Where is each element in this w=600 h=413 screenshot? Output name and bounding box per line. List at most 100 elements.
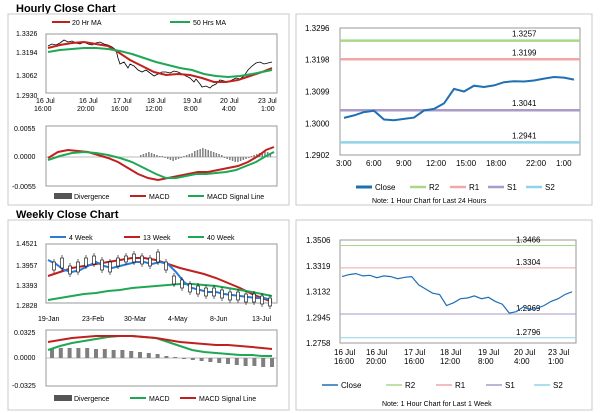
hourly-macd-chart: 0.0055 0.0000 -0.0055 Divergence MACD MA… [12, 125, 278, 201]
x-tick: 18 Jul [147, 98, 166, 105]
legend-r1: R1 [469, 183, 480, 192]
divergence-bar [204, 149, 207, 157]
weekly-note: Note: 1 Hour Chart for Last 1 Week [382, 401, 492, 408]
y-tick: -0.0325 [12, 383, 36, 390]
divergence-bar [253, 155, 255, 157]
y-tick: 1.4521 [16, 241, 38, 248]
candle-body [244, 293, 248, 303]
y-tick: 0.0000 [14, 154, 36, 161]
divergence-bar [250, 156, 253, 157]
divergence-bar [190, 358, 195, 360]
x-tick: 9:00 [396, 159, 412, 168]
divergence-bar [180, 157, 182, 158]
x-tick: 12:00 [440, 357, 461, 366]
x-tick: 15:00 [456, 159, 477, 168]
candle-body [124, 255, 128, 263]
y-tick: 1.3062 [16, 73, 38, 80]
divergence-bar [148, 152, 150, 157]
weekly-price-plot-area [45, 243, 278, 304]
divergence-bar [248, 157, 250, 158]
x-tick: 12:00 [145, 106, 163, 113]
divergence-bar [212, 152, 215, 157]
legend-4-week: 4 Week [69, 235, 93, 242]
divergence-bar [218, 154, 220, 157]
divergence-bar [226, 358, 230, 364]
candle-body [172, 275, 176, 285]
divergence-bar [183, 156, 185, 157]
hourly-frame-right [295, 13, 593, 206]
y-tick: 1.2945 [306, 313, 331, 322]
hourly-close-series-line [343, 75, 575, 122]
divergence-bar [256, 154, 258, 157]
candle-body [180, 279, 184, 289]
divergence-bar [191, 153, 193, 157]
divergence-bar [208, 358, 213, 362]
divergence-bar [264, 151, 266, 157]
x-tick: 8:00 [478, 357, 494, 366]
divergence-bar [261, 152, 263, 157]
divergence-bar [239, 157, 242, 161]
divergence-bar [269, 153, 272, 157]
y-tick: 0.0000 [14, 355, 36, 362]
legend-close: Close [341, 381, 362, 390]
legend-r1: R1 [455, 381, 466, 390]
divergence-bar [270, 358, 274, 367]
candle-body [148, 257, 152, 267]
hourly-section-title: Hourly Close Chart [16, 3, 116, 15]
legend-swatch-divergence [54, 395, 72, 401]
x-tick: 1:00 [556, 159, 572, 168]
weekly-macd-divergence-bars [50, 348, 274, 367]
legend-r2: R2 [405, 381, 416, 390]
candle-body [196, 285, 200, 295]
candle-body [188, 283, 192, 293]
divergence-bar [164, 356, 169, 358]
level-label-s2: 1.2796 [516, 328, 541, 337]
x-tick: 30-Mar [124, 316, 147, 323]
divergence-bar [182, 358, 186, 359]
x-tick: 19 Jul [478, 348, 500, 357]
divergence-bar [140, 155, 142, 157]
hourly-note: Note: 1 Hour Chart for Last 24 Hours [372, 198, 487, 205]
candle-body [220, 289, 224, 299]
x-tick: 1:00 [548, 357, 564, 366]
x-tick: 4:00 [222, 106, 236, 113]
divergence-bar [102, 349, 107, 358]
divergence-bar [261, 358, 266, 367]
x-tick: 16 Jul [79, 98, 98, 105]
legend-s2: S2 [553, 381, 563, 390]
legend-divergence: Divergence [74, 194, 110, 201]
x-tick: 16:00 [111, 106, 129, 113]
level-label-r2: 1.3466 [516, 236, 541, 245]
level-label-s1: 1.3041 [512, 99, 537, 108]
divergence-bar [196, 150, 199, 157]
divergence-bar [76, 348, 81, 358]
divergence-bar [188, 154, 191, 157]
weekly-4week-ma-line [47, 259, 273, 301]
x-tick: 18 Jul [440, 348, 462, 357]
y-tick: 1.2930 [16, 93, 38, 100]
weekly-close-series-line [341, 272, 573, 314]
y-tick: 1.3326 [16, 31, 38, 38]
divergence-bar [164, 157, 166, 158]
divergence-bar [169, 157, 172, 160]
weekly-frame-left [7, 219, 290, 411]
weekly-levels-plot-area [339, 239, 577, 344]
divergence-bar [58, 348, 63, 358]
divergence-bar [234, 358, 239, 365]
x-tick: 8-Jun [210, 316, 228, 323]
x-tick: 17 Jul [404, 348, 426, 357]
x-tick: 16 Jul [366, 348, 388, 357]
legend-macd-signal: MACD Signal Line [199, 396, 256, 403]
weekly-frame-right [295, 219, 593, 411]
divergence-bar [177, 157, 180, 159]
level-label-s2: 1.2941 [512, 131, 537, 140]
divergence-bar [153, 154, 155, 157]
divergence-bar [120, 350, 125, 358]
candle-body [100, 259, 104, 271]
legend-macd-signal: MACD Signal Line [207, 194, 264, 201]
hourly-50hr-ma-line [47, 47, 273, 79]
candle-body [268, 297, 272, 307]
divergence-bar [231, 157, 234, 161]
x-tick: 20 Jul [220, 98, 239, 105]
